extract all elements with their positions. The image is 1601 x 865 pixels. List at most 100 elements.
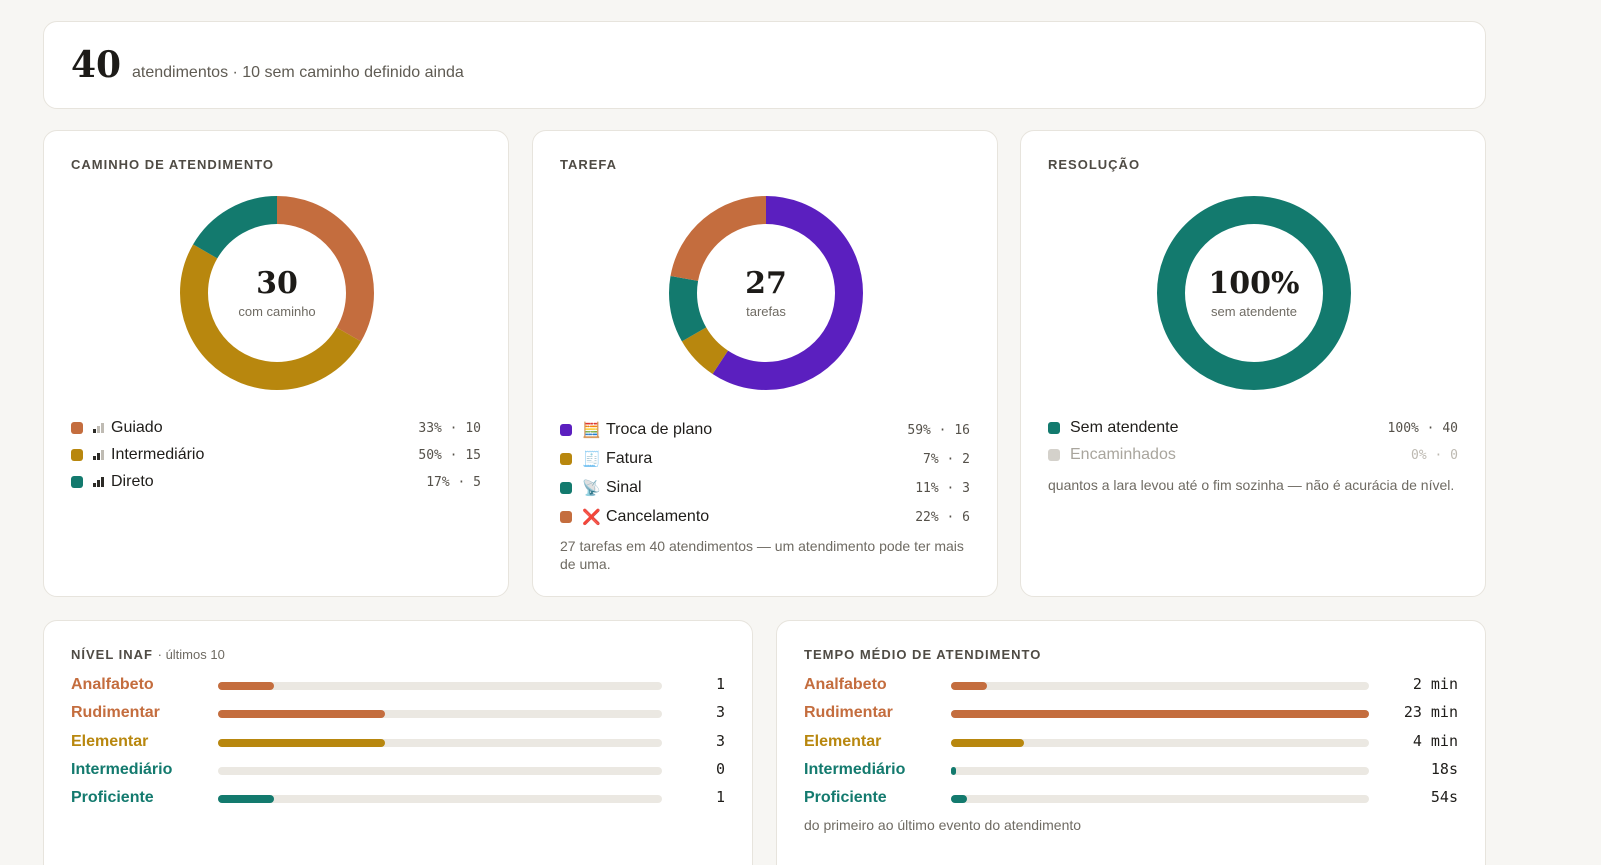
legend-stat: 59% · 16	[907, 422, 970, 438]
inaf-row-value: 3	[715, 731, 725, 750]
inaf-bar-fill	[218, 710, 385, 719]
resolucao-note: quantos a lara levou até o fim sozinha —…	[1048, 477, 1455, 493]
legend-dot	[560, 511, 572, 523]
summary-card: 40 atendimentos · 10 sem caminho definid…	[43, 21, 1486, 109]
tempo-row-value: 18s	[1430, 759, 1458, 778]
caminho-donut: 30 com caminho	[180, 196, 374, 390]
tempo-card: TEMPO MÉDIO DE ATENDIMENTO Analfabeto 2 m…	[776, 620, 1486, 865]
inaf-row-proficiente: Proficiente 1	[71, 787, 725, 809]
legend-stat: 11% · 3	[915, 480, 970, 496]
legend-dot	[560, 482, 572, 494]
resolucao-slice-sem-atendente	[1157, 196, 1351, 390]
legend-item-fatura: 🧾 Fatura 7% · 2	[560, 448, 970, 470]
legend-label: Guiado	[111, 419, 163, 436]
tempo-row-elementar: Elementar 4 min	[804, 731, 1458, 753]
legend-item-intermediario: Intermediário 50% · 15	[71, 444, 481, 466]
legend-item-sem-atendente: Sem atendente 100% · 40	[1048, 417, 1458, 439]
legend-dot	[560, 453, 572, 465]
tempo-row-label: Analfabeto	[804, 676, 887, 693]
tempo-bar-track	[951, 710, 1369, 719]
inaf-bar-track	[218, 710, 662, 719]
inaf-row-value: 1	[715, 788, 725, 807]
signal-3-icon	[93, 477, 104, 487]
legend-label: Cancelamento	[606, 508, 710, 525]
tarefa-slice-sinal	[669, 196, 863, 390]
legend-dot	[71, 449, 83, 461]
calculator-icon: 🧮	[582, 422, 601, 439]
inaf-bar-fill	[218, 682, 274, 690]
tarefa-donut: 27 tarefas	[669, 196, 863, 390]
legend-stat: 100% · 40	[1387, 420, 1458, 436]
legend-stat: 50% · 15	[418, 447, 481, 463]
tempo-row-analfabeto: Analfabeto 2 min	[804, 674, 1458, 696]
legend-item-troca-de-plano: 🧮 Troca de plano 59% · 16	[560, 419, 970, 441]
receipt-icon: 🧾	[582, 451, 601, 468]
tempo-note: do primeiro ao último evento do atendime…	[804, 817, 1082, 833]
tempo-row-label: Rudimentar	[804, 704, 893, 722]
tempo-bar-track	[951, 795, 1369, 804]
legend-item-encaminhados: Encaminhados 0% · 0	[1048, 444, 1458, 466]
tempo-bar-track	[951, 738, 1369, 747]
legend-label: Intermediário	[111, 446, 205, 463]
legend-label: Direto	[111, 473, 154, 490]
signal-1-icon	[93, 423, 104, 433]
legend-item-direto: Direto 17% · 5	[71, 471, 481, 493]
tempo-row-value: 2 min	[1412, 675, 1458, 693]
legend-stat: 0% · 0	[1411, 447, 1458, 463]
tarefa-donut-chart	[669, 196, 863, 390]
legend-label: Fatura	[606, 450, 653, 467]
tempo-row-intermediário: Intermediário 18s	[804, 759, 1458, 781]
cross-mark-icon: ❌	[582, 509, 601, 526]
inaf-row-value: 3	[715, 703, 725, 722]
tempo-row-value: 54s	[1430, 788, 1458, 807]
legend-dot	[560, 424, 572, 436]
inaf-row-label: Rudimentar	[71, 704, 160, 722]
caminho-slice-direto	[180, 196, 374, 390]
tempo-bar-fill	[951, 710, 1369, 719]
caminho-center-label: com caminho	[238, 304, 316, 319]
legend-stat: 17% · 5	[426, 474, 481, 490]
tempo-row-proficiente: Proficiente 54s	[804, 787, 1458, 809]
inaf-row-rudimentar: Rudimentar 3	[71, 702, 725, 724]
legend-stat: 22% · 6	[915, 509, 970, 525]
caminho-slice-intermediário	[180, 196, 374, 390]
resolucao-center-value: 100%	[1208, 266, 1300, 301]
inaf-subtitle: · últimos 10	[157, 647, 225, 662]
tempo-row-value: 4 min	[1412, 731, 1458, 750]
tempo-row-value: 23 min	[1403, 703, 1458, 722]
resolucao-donut: 100% sem atendente	[1157, 196, 1351, 390]
tarefa-title: TAREFA	[560, 157, 618, 172]
inaf-row-value: 1	[715, 675, 725, 693]
resolucao-center-label: sem atendente	[1210, 304, 1297, 319]
tempo-bar-track	[951, 766, 1369, 775]
tarefa-center-label: tarefas	[746, 304, 786, 319]
tempo-row-label: Proficiente	[804, 789, 887, 807]
inaf-bar-track	[218, 795, 662, 804]
legend-dot	[71, 476, 83, 488]
tarefa-center-value: 27	[745, 266, 787, 301]
caminho-donut-chart	[180, 196, 374, 390]
legend-item-cancelamento: ❌ Cancelamento 22% · 6	[560, 506, 970, 528]
legend-stat: 33% · 10	[418, 420, 481, 436]
inaf-row-intermediário: Intermediário 0	[71, 759, 725, 781]
inaf-title: NÍVEL INAF · últimos 10	[71, 647, 225, 662]
tempo-bar-track	[951, 682, 1369, 690]
inaf-row-value: 0	[715, 759, 725, 778]
inaf-title-text: NÍVEL INAF	[71, 647, 153, 662]
legend-dot	[1048, 449, 1060, 461]
tempo-bar-fill	[951, 738, 1024, 747]
legend-label: Encaminhados	[1070, 446, 1176, 463]
legend-item-guiado: Guiado 33% · 10	[71, 417, 481, 439]
inaf-row-label: Analfabeto	[71, 676, 154, 693]
tempo-title: TEMPO MÉDIO DE ATENDIMENTO	[804, 647, 1042, 662]
resolucao-donut-chart	[1157, 196, 1351, 390]
tempo-bar-fill	[951, 682, 988, 690]
legend-dot	[71, 422, 83, 434]
caminho-card: CAMINHO DE ATENDIMENTO 30 com caminho Gu…	[43, 130, 509, 597]
signal-2-icon	[93, 450, 104, 460]
caminho-title: CAMINHO DE ATENDIMENTO	[71, 157, 275, 172]
resolucao-card: RESOLUÇÃO 100% sem atendente Sem atenden…	[1020, 130, 1486, 597]
summary-description: atendimentos · 10 sem caminho definido a…	[132, 64, 464, 81]
legend-label: Sem atendente	[1070, 419, 1179, 436]
inaf-row-analfabeto: Analfabeto 1	[71, 674, 725, 696]
